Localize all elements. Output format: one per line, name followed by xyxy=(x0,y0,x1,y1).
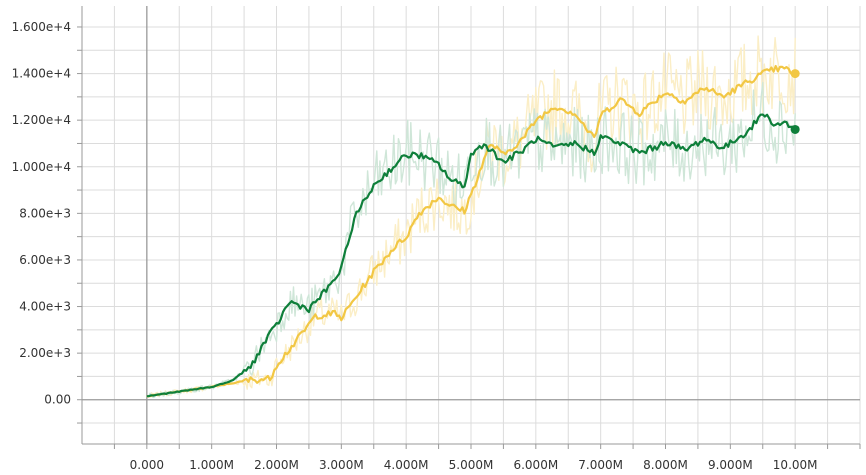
x-tick-label: 2.000M xyxy=(254,458,299,472)
x-tick-label: 10.00M xyxy=(773,458,818,472)
series-2-end-marker xyxy=(790,124,800,134)
x-tick-label: 7.000M xyxy=(578,458,623,472)
y-tick-label: 4.00e+3 xyxy=(19,300,71,314)
x-tick-label: 3.000M xyxy=(319,458,364,472)
x-tick-label: 6.000M xyxy=(513,458,558,472)
axes xyxy=(77,6,861,449)
series-1-line xyxy=(146,64,796,398)
y-tick-label: 1.200e+4 xyxy=(12,113,71,127)
grid xyxy=(82,6,861,444)
x-tick-label: 5.000M xyxy=(449,458,494,472)
series-2-line xyxy=(146,113,797,398)
x-tick-label: 8.000M xyxy=(643,458,688,472)
x-tick-label: 0.000 xyxy=(130,458,164,472)
x-tick-label: 4.000M xyxy=(384,458,429,472)
x-tick-label: 1.000M xyxy=(189,458,234,472)
series-1-raw-line xyxy=(146,35,796,398)
y-tick-label: 2.00e+3 xyxy=(19,346,71,360)
series-layer xyxy=(146,64,800,398)
series-2-raw-line xyxy=(146,81,796,399)
x-tick-label: 9.000M xyxy=(708,458,753,472)
y-tick-label: 1.600e+4 xyxy=(12,20,71,34)
y-tick-label: 1.000e+4 xyxy=(12,160,71,174)
y-tick-label: 8.00e+3 xyxy=(19,206,71,220)
y-tick-label: 1.400e+4 xyxy=(12,67,71,81)
raw-series-layer xyxy=(146,35,796,399)
series-1-end-marker xyxy=(790,69,800,79)
y-tick-label: 6.00e+3 xyxy=(19,253,71,267)
tick-labels: 0.000 1.000M 2.000M 3.000M 4.000M 5.000M 6.000… xyxy=(12,20,818,472)
y-tick-label: 0.00 xyxy=(44,393,71,407)
